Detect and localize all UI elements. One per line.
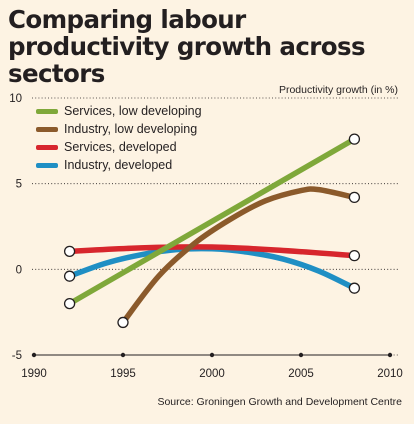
- x-tick-mark: [387, 352, 393, 358]
- x-axis: [31, 352, 393, 358]
- x-tick-label: 2000: [199, 368, 225, 380]
- legend-swatch: [36, 162, 58, 168]
- legend-swatch: [36, 126, 58, 132]
- data-point-services-low-developing-end: [348, 133, 361, 145]
- y-tick-label: 5: [16, 179, 22, 191]
- x-tick-label: 2010: [377, 368, 403, 380]
- chart-title: Comparing labour productivity growth acr…: [8, 5, 366, 88]
- series-line-industry-low-developing: [120, 186, 358, 326]
- legend-label: Services, low developing: [64, 104, 202, 118]
- series-lines: [66, 136, 358, 326]
- data-point-industry-low-developing-end: [348, 191, 361, 204]
- legend: Services, low developing Industry, low de…: [36, 102, 202, 174]
- legend-entry-services-low-developing: Services, low developing: [36, 102, 202, 120]
- series-line-services-developed: [66, 244, 358, 259]
- legend-label: Services, developed: [64, 140, 177, 154]
- y-axis-label: Productivity growth (in %): [278, 84, 398, 96]
- legend-entry-industry-low-developing: Industry, low developing: [36, 120, 202, 138]
- data-point-industry-developed-end: [348, 282, 361, 294]
- data-point-services-low-developing-start: [63, 297, 76, 310]
- legend-swatch: [36, 144, 58, 150]
- x-tick-mark: [298, 352, 304, 358]
- legend-swatch: [36, 108, 58, 114]
- endpoint-markers: [63, 133, 361, 329]
- y-tick-label: -5: [12, 350, 22, 362]
- x-tick-mark: [31, 352, 37, 358]
- x-tick-label: 1995: [110, 368, 136, 380]
- legend-entry-services-developed: Services, developed: [36, 138, 202, 156]
- legend-entry-industry-developed: Industry, developed: [36, 156, 202, 174]
- source-note: Source: Groningen Growth and Development…: [157, 396, 402, 408]
- legend-label: Industry, developed: [64, 158, 173, 172]
- data-point-industry-developed-start: [63, 270, 76, 282]
- legend-label: Industry, low developing: [64, 122, 198, 136]
- data-point-industry-low-developing-start: [117, 316, 129, 329]
- y-tick-label: 10: [9, 93, 22, 105]
- y-tick-label: 0: [16, 264, 22, 276]
- x-tick-mark: [120, 352, 126, 358]
- data-point-services-developed-end: [348, 249, 361, 262]
- x-tick-mark: [209, 352, 215, 358]
- tick-labels: 10 5 0 -5 1990 1995 2000 2005 2010: [9, 93, 403, 380]
- x-tick-label: 2005: [288, 368, 314, 380]
- data-point-services-developed-start: [63, 245, 76, 257]
- series-line-services-low-developing: [66, 136, 358, 307]
- x-tick-label: 1990: [21, 368, 47, 380]
